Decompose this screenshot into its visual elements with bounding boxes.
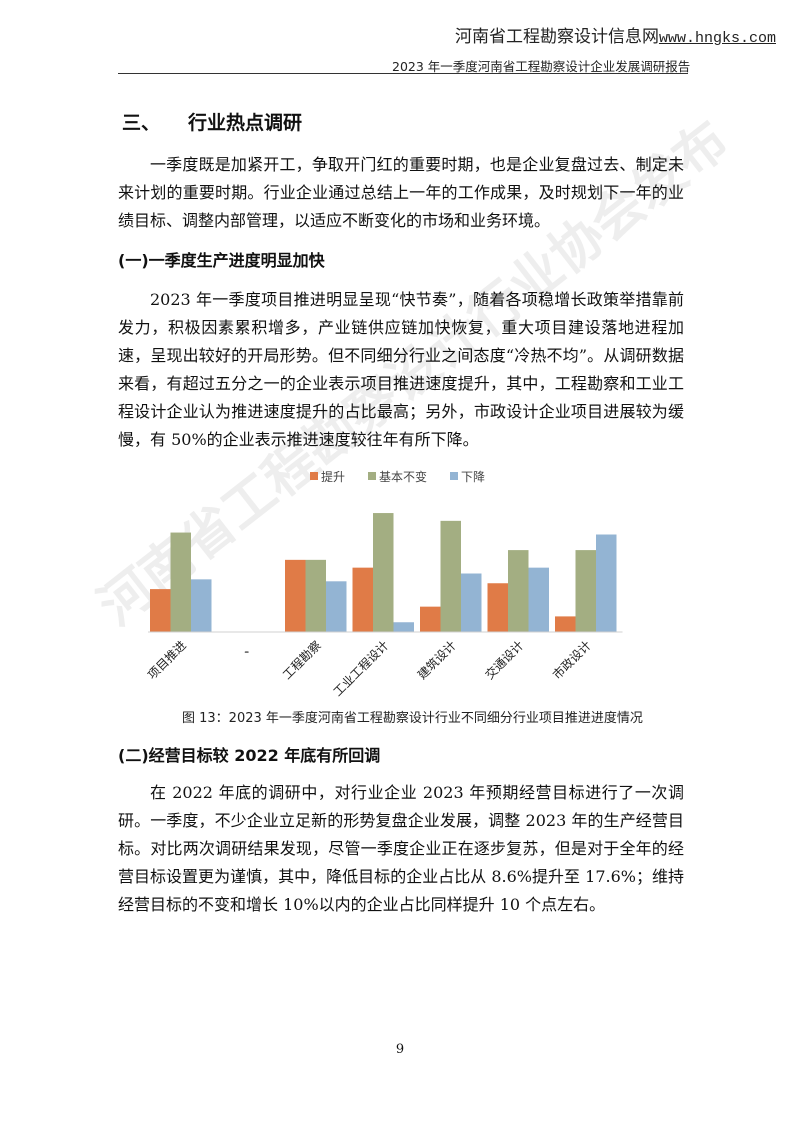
intro-paragraph: 一季度既是加紧开工，争取开门红的重要时期，也是企业复盘过去、制定未来计划的重要时… [118,155,684,230]
section-title: 行业热点调研 [188,112,303,134]
legend-swatch-0 [310,472,318,480]
bar-3-0 [352,567,373,632]
site-header: 河南省工程勘察设计信息网www.hngks.com [455,22,776,47]
x-tick-label-3: 工业工程设计 [330,638,392,700]
subsection-2-paragraph: 在 2022 年底的调研中，对行业企业 2023 年预期经营目标进行了一次调研。… [118,783,684,914]
bar-2-1 [305,559,326,632]
subsection-2-heading: (二)经营目标较 2022 年底有所回调 [118,746,381,765]
legend-swatch-2 [450,472,458,480]
legend-label-1: 基本不变 [379,469,427,484]
bar-2-0 [285,559,306,632]
bar-3-2 [393,622,414,632]
bar-6-0 [555,616,576,632]
x-tick-label-4: 建筑设计 [414,638,459,683]
bar-5-2 [528,567,549,632]
bar-3-1 [373,513,394,632]
bar-0-2 [191,579,212,632]
bar-0-0 [150,589,171,632]
x-tick-label-2: 工程勘察 [279,638,324,683]
x-tick-label-0: 项目推进 [145,638,189,682]
legend-label-0: 提升 [321,469,345,484]
x-tick-label-6: 市政设计 [549,638,594,683]
bar-6-2 [596,534,617,632]
header-divider [118,73,688,74]
legend-swatch-1 [368,472,376,480]
chart-caption: 图 13：2023 年一季度河南省工程勘察设计行业不同细分行业项目推进进度情况 [182,711,643,726]
bar-2-2 [326,581,347,632]
section-heading: 三、 行业热点调研 [122,108,302,135]
x-tick-label-1: 、 [238,638,256,656]
bar-0-1 [170,532,191,632]
running-title: 2023 年一季度河南省工程勘察设计企业发展调研报告 [392,59,691,74]
bar-4-1 [440,520,461,632]
bar-5-0 [487,583,508,632]
x-tick-label-5: 交通设计 [482,638,527,683]
bar-4-2 [461,573,482,632]
bar-4-0 [420,606,441,632]
bar-6-1 [575,550,596,632]
site-name: 河南省工程勘察设计信息网 [454,27,659,47]
legend-label-2: 下降 [461,470,485,484]
site-url-link[interactable]: www.hngks.com [658,30,776,47]
page-number: 9 [395,1042,405,1057]
subsection-1-paragraph: 2023 年一季度项目推进明显呈现“快节奏”，随着各项稳增长政策举措靠前发力，积… [118,290,684,449]
subsection-1-heading: (一)一季度生产进度明显加快 [118,251,325,270]
section-number: 三、 [122,112,161,134]
bar-5-1 [508,550,529,632]
